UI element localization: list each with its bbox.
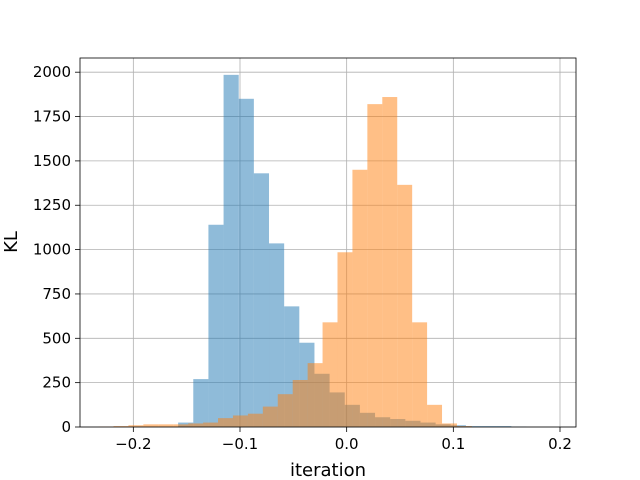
histogram-bar: [481, 426, 497, 427]
y-tick-label: 1000: [33, 241, 71, 259]
histogram-bar: [337, 252, 353, 427]
y-tick-label: 500: [42, 329, 71, 347]
histogram-bar: [193, 379, 209, 427]
x-tick-label: 0.2: [548, 435, 572, 453]
histogram-bar: [397, 184, 413, 427]
histogram-bar: [269, 243, 285, 427]
histogram-bar: [158, 424, 174, 427]
histogram-bar: [292, 379, 308, 427]
histogram-bar: [367, 104, 383, 427]
histogram-bar: [352, 169, 368, 428]
histogram-bar: [128, 425, 144, 427]
histogram-bar: [173, 424, 189, 427]
histogram-bar: [456, 426, 472, 427]
y-tick-label: 1250: [33, 196, 71, 214]
histogram-bar: [113, 426, 129, 427]
histogram-bar: [442, 423, 457, 427]
y-tick-label: 1750: [33, 108, 71, 126]
x-axis-ticks: −0.2 −0.1 0.0 0.1 0.2: [115, 427, 572, 453]
y-tick-label: 1500: [33, 152, 71, 170]
histogram-bar: [188, 423, 204, 427]
histogram-bar: [143, 424, 159, 427]
y-tick-label: 250: [42, 374, 71, 392]
histogram-bar: [382, 97, 398, 428]
plot-frame: [79, 57, 577, 428]
x-axis-label: iteration: [290, 460, 366, 480]
histogram-bar: [307, 363, 323, 427]
y-tick-label: 750: [42, 285, 71, 303]
histogram-bar: [253, 173, 270, 427]
histogram-bar: [262, 406, 278, 427]
histogram-bar: [496, 426, 512, 427]
histogram-bar: [412, 322, 428, 427]
y-axis-ticks: 0 250 500 750 1000 1250 1500 1750 2000: [33, 63, 80, 436]
x-tick-label: −0.2: [115, 435, 151, 453]
histogram-bar: [232, 415, 248, 427]
x-tick-label: 0.0: [335, 435, 359, 453]
histogram-bars: [98, 74, 527, 428]
histogram-bar: [465, 426, 482, 427]
y-tick-label: 0: [61, 418, 71, 436]
histogram-bar: [238, 98, 254, 427]
histogram-bar: [223, 74, 239, 427]
histogram-bar: [427, 404, 443, 427]
histogram-bar: [277, 394, 293, 427]
histogram-bar: [218, 418, 233, 427]
x-tick-label: −0.1: [222, 435, 258, 453]
series-2: [98, 97, 472, 428]
y-axis-label: KL: [1, 231, 22, 253]
y-tick-label: 2000: [33, 63, 71, 81]
histogram-bar: [203, 422, 219, 427]
x-tick-label: 0.1: [441, 435, 465, 453]
histogram-bar: [208, 224, 224, 427]
histogram-bar: [322, 322, 338, 427]
histogram-bar: [247, 413, 263, 427]
